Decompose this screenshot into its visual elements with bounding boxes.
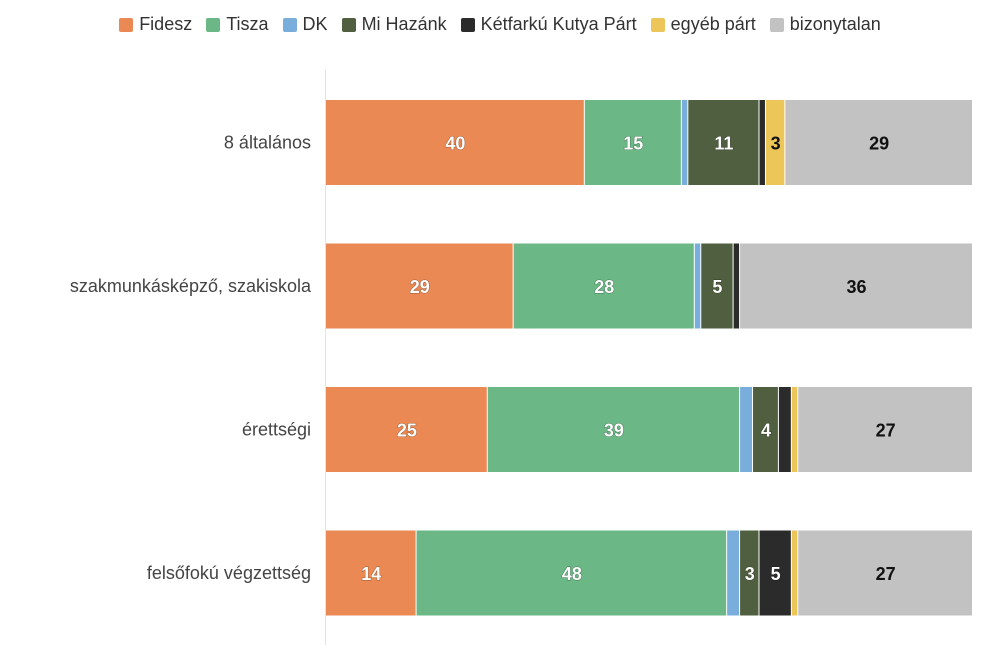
- legend-item: bizonytalan: [769, 14, 881, 35]
- legend-label: Mi Hazánk: [361, 14, 447, 34]
- legend-label: Tisza: [226, 14, 269, 34]
- bar-segment: [733, 243, 740, 329]
- bar-segment: [326, 243, 513, 329]
- legend-swatch: [282, 17, 297, 32]
- bar-segment: [740, 387, 753, 472]
- data-label: 27: [876, 421, 896, 441]
- bar-segment: [791, 387, 798, 472]
- legend-label: Fidesz: [139, 14, 193, 34]
- legend-item: Mi Hazánk: [341, 14, 447, 35]
- legend: Fidesz Tisza DK Mi Hazánk Kétfarkú Kutya Pár…: [0, 14, 1000, 35]
- legend-swatch: [650, 17, 665, 32]
- bar-segment: [740, 530, 759, 616]
- data-label: 11: [714, 134, 733, 154]
- bar-segment: [765, 100, 785, 185]
- bar-segment: [791, 530, 798, 616]
- bar-segment: [740, 243, 972, 329]
- data-label: 3: [771, 134, 781, 154]
- bar-segment: [778, 387, 791, 472]
- bar-segment: [326, 100, 584, 185]
- data-label: 27: [876, 564, 896, 584]
- legend-item: DK: [282, 14, 328, 35]
- data-label: 25: [397, 421, 417, 441]
- legend-label: Kétfarkú Kutya Párt: [480, 14, 637, 34]
- data-label: 28: [594, 277, 614, 297]
- bar-segment: [798, 387, 972, 472]
- data-label: 5: [771, 564, 781, 584]
- legend-swatch: [341, 17, 356, 32]
- bar-segment: [694, 243, 701, 329]
- data-label: 48: [562, 564, 582, 584]
- bar-segment: [487, 387, 740, 472]
- bar-segment: [759, 530, 791, 616]
- legend-label: egyéb párt: [670, 14, 756, 34]
- bar-segment: [701, 243, 733, 329]
- bar-segment: [326, 387, 487, 472]
- data-label: 40: [445, 134, 465, 154]
- bar-segment: [759, 100, 765, 185]
- data-label: 4: [761, 421, 771, 441]
- bar-segment: [688, 100, 759, 185]
- bar-segment: [681, 100, 688, 185]
- data-label: 14: [361, 564, 381, 584]
- legend-swatch: [460, 17, 475, 32]
- legend-swatch: [769, 17, 784, 32]
- legend-label: DK: [302, 14, 328, 34]
- data-label: 3: [745, 564, 755, 584]
- legend-item: Fidesz: [119, 14, 192, 35]
- data-label: 5: [712, 277, 722, 297]
- category-label: 8 általános: [224, 133, 311, 153]
- data-label: 29: [869, 134, 889, 154]
- category-label: érettségi: [242, 420, 311, 440]
- data-label: 29: [410, 277, 430, 297]
- legend-item: Tisza: [206, 14, 269, 35]
- bar-segment: [785, 100, 972, 185]
- legend-item: Kétfarkú Kutya Párt: [460, 14, 637, 35]
- bar-segment: [753, 387, 778, 472]
- data-label: 36: [847, 277, 867, 297]
- data-label: 39: [604, 421, 624, 441]
- bar-segment: [416, 530, 727, 616]
- bar-segment: [798, 530, 972, 616]
- category-label: felsőfokú végzettség: [147, 563, 311, 583]
- data-label: 15: [623, 134, 643, 154]
- category-label: szakmunkásképző, szakiskola: [70, 276, 312, 296]
- legend-swatch: [206, 17, 221, 32]
- bar-segment: [326, 530, 416, 616]
- bar-segment: [727, 530, 740, 616]
- legend-swatch: [119, 17, 134, 32]
- bar-segment: [584, 100, 681, 185]
- legend-label: bizonytalan: [789, 14, 881, 34]
- legend-item: egyéb párt: [650, 14, 756, 35]
- bar-segment: [513, 243, 694, 329]
